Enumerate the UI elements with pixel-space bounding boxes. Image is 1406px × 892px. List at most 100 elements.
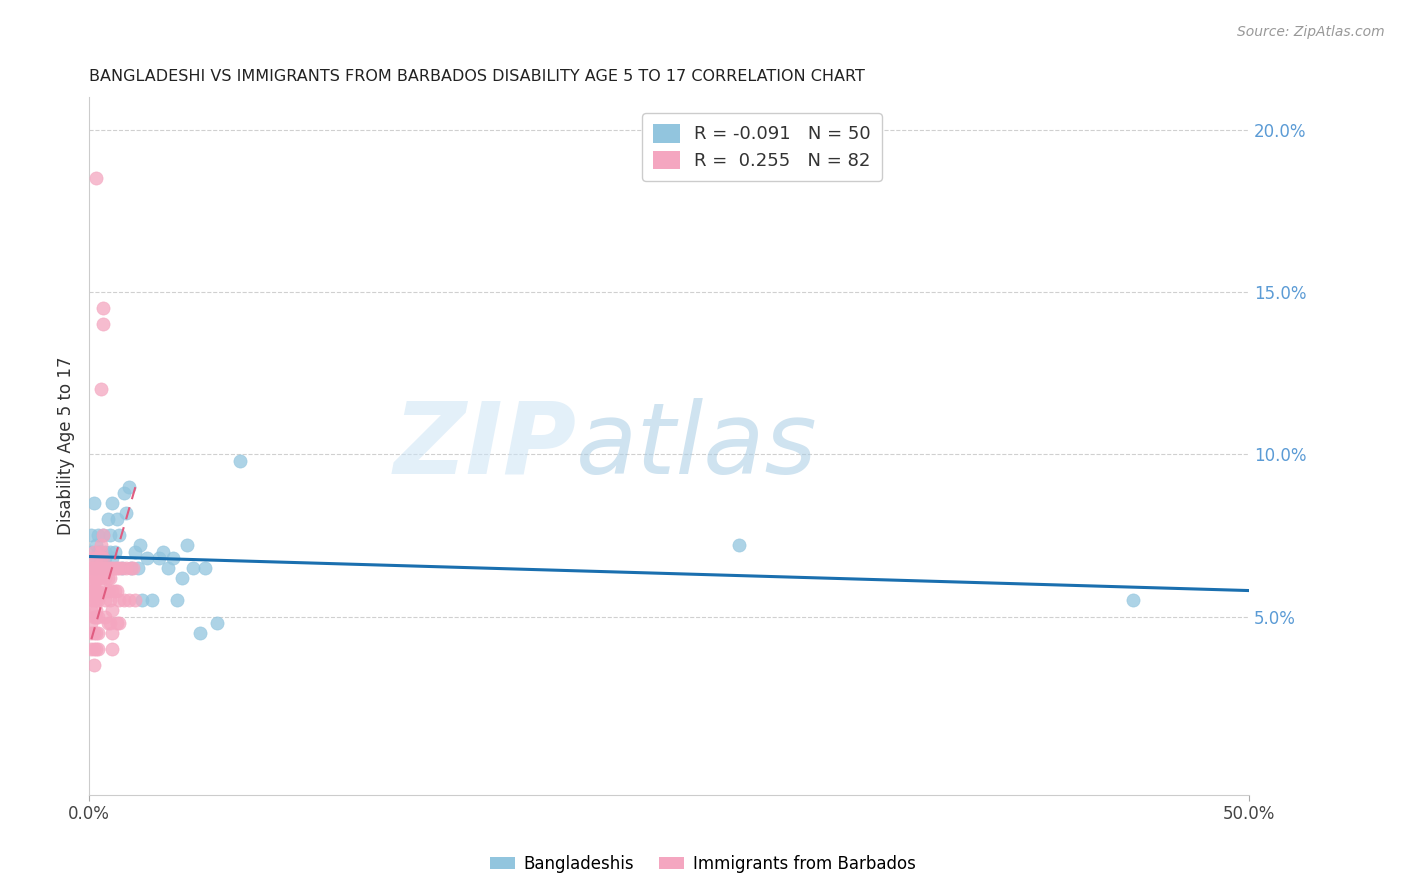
Point (108, 561, 131, 575)
Point (97, 571, 120, 585)
Point (80, 615, 103, 630)
Point (101, 625, 124, 640)
Point (84, 603, 107, 617)
Point (94, 583, 117, 598)
Point (84, 593, 107, 607)
Point (80, 544, 103, 558)
Point (91, 528, 114, 542)
Point (90, 538, 112, 552)
Point (84, 609, 107, 624)
Point (90, 561, 112, 575)
Point (80, 603, 103, 617)
Point (112, 486, 135, 500)
Point (104, 544, 127, 558)
Point (90, 382, 112, 396)
Point (98, 528, 121, 542)
Point (87, 561, 110, 575)
Point (87, 593, 110, 607)
Point (127, 561, 149, 575)
Point (84, 571, 107, 585)
Point (80, 593, 103, 607)
Point (105, 583, 128, 598)
Point (115, 506, 138, 520)
Legend: Bangladeshis, Immigrants from Barbados: Bangladeshis, Immigrants from Barbados (484, 848, 922, 880)
Point (727, 538, 749, 552)
Point (83, 609, 105, 624)
Point (80, 583, 103, 598)
Point (136, 551, 159, 566)
Point (83, 658, 105, 673)
Point (94, 609, 117, 624)
Point (205, 615, 228, 630)
Point (87, 609, 110, 624)
Point (91, 551, 114, 566)
Point (141, 593, 163, 607)
Point (84, 538, 107, 552)
Point (124, 544, 146, 558)
Point (190, 625, 212, 640)
Point (80, 551, 103, 566)
Point (229, 454, 252, 468)
Point (97, 512, 120, 526)
Text: atlas: atlas (576, 398, 818, 495)
Point (101, 583, 124, 598)
Point (117, 593, 139, 607)
Point (101, 551, 124, 566)
Point (91, 318, 114, 332)
Point (101, 496, 124, 510)
Point (80, 571, 103, 585)
Point (83, 583, 105, 598)
Point (84, 561, 107, 575)
Legend: R = -0.091   N = 50, R =  0.255   N = 82: R = -0.091 N = 50, R = 0.255 N = 82 (643, 113, 882, 181)
Point (97, 561, 120, 575)
Text: Source: ZipAtlas.com: Source: ZipAtlas.com (1237, 25, 1385, 39)
Point (84, 561, 107, 575)
Point (183, 561, 205, 575)
Point (166, 593, 188, 607)
Point (80, 528, 103, 542)
Point (1122, 593, 1144, 607)
Point (97, 615, 120, 630)
Point (105, 512, 128, 526)
Point (148, 551, 170, 566)
Point (98, 571, 121, 585)
Point (83, 571, 105, 585)
Point (90, 544, 112, 558)
Point (156, 561, 179, 575)
Point (84, 171, 107, 186)
Point (98, 615, 121, 630)
Point (84, 642, 107, 657)
Point (94, 551, 117, 566)
Point (84, 551, 107, 566)
Point (108, 528, 131, 542)
Point (90, 561, 112, 575)
Point (94, 561, 117, 575)
Text: BANGLADESHI VS IMMIGRANTS FROM BARBADOS DISABILITY AGE 5 TO 17 CORRELATION CHART: BANGLADESHI VS IMMIGRANTS FROM BARBADOS … (89, 69, 865, 84)
Point (176, 538, 198, 552)
Point (83, 544, 105, 558)
Point (87, 544, 110, 558)
Point (80, 561, 103, 575)
Point (162, 551, 184, 566)
Point (104, 561, 127, 575)
Point (80, 561, 103, 575)
Point (80, 642, 103, 657)
Point (90, 571, 112, 585)
Point (101, 603, 124, 617)
Point (101, 642, 124, 657)
Point (91, 561, 114, 575)
Point (87, 625, 110, 640)
Point (122, 561, 145, 575)
Point (91, 528, 114, 542)
Point (83, 642, 105, 657)
Text: ZIP: ZIP (394, 398, 576, 495)
Point (84, 583, 107, 598)
Point (152, 544, 174, 558)
Point (91, 561, 114, 575)
Point (83, 496, 105, 510)
Point (194, 561, 217, 575)
Point (94, 571, 117, 585)
Point (97, 561, 120, 575)
Point (90, 551, 112, 566)
Point (83, 593, 105, 607)
